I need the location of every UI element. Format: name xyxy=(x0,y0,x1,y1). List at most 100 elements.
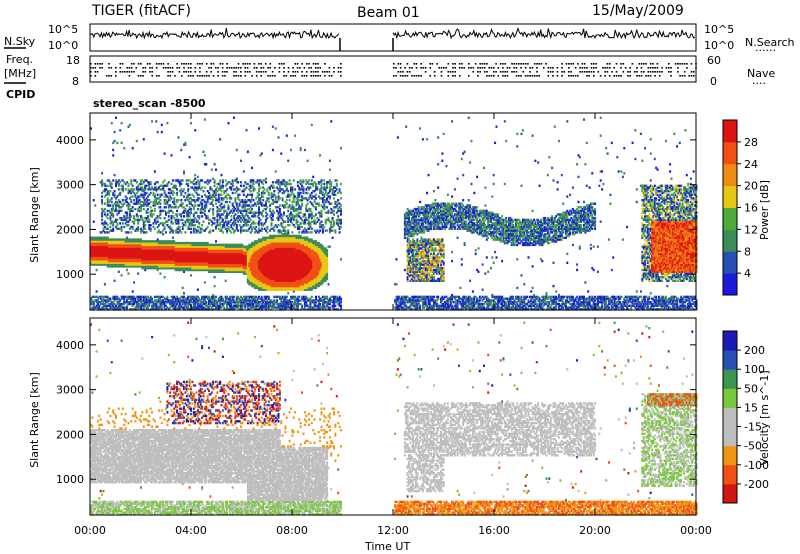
freq-dot xyxy=(693,75,695,77)
freq-dot xyxy=(163,67,165,69)
freq-dot xyxy=(416,75,418,77)
freq-dot xyxy=(308,63,310,65)
freq-dot xyxy=(493,67,495,69)
freq-dot xyxy=(473,67,475,69)
power-data xyxy=(90,117,697,311)
freq-dot xyxy=(627,71,629,73)
freq-dot xyxy=(99,63,101,65)
freq-dot xyxy=(320,67,322,69)
freq-dot xyxy=(310,75,312,77)
freq-dot xyxy=(420,67,422,69)
freq-dot xyxy=(684,63,686,65)
freq-dot xyxy=(657,67,659,69)
freq-dot xyxy=(206,75,208,77)
freq-dot xyxy=(448,71,450,73)
freq-dot xyxy=(586,75,588,77)
freq-dot xyxy=(317,71,319,73)
freq-dot xyxy=(482,63,484,65)
freq-dot xyxy=(283,75,285,77)
freq-dot xyxy=(579,71,581,73)
freq-dot xyxy=(534,63,536,65)
freq-dot xyxy=(523,71,525,73)
freq-dot xyxy=(315,63,317,65)
freq-dot xyxy=(468,75,470,77)
freq-dot xyxy=(183,63,185,65)
range-cell xyxy=(112,179,114,181)
freq-dot xyxy=(636,75,638,77)
freq-dot xyxy=(283,63,285,65)
freq-dot xyxy=(95,63,97,65)
freq-dot xyxy=(557,67,559,69)
freq-dot xyxy=(400,75,402,77)
freq-dot xyxy=(129,67,131,69)
range-cell xyxy=(93,199,95,201)
freq-dot xyxy=(317,63,319,65)
freq-dot xyxy=(122,63,124,65)
freq-dot xyxy=(292,71,294,73)
range-cell xyxy=(109,226,111,228)
range-cell xyxy=(114,140,116,142)
freq-dot xyxy=(591,63,593,65)
freq-dot xyxy=(190,71,192,73)
freq-dot xyxy=(197,63,199,65)
freq-dot xyxy=(393,67,395,69)
range-cell xyxy=(111,186,113,188)
freq-dot xyxy=(529,75,531,77)
freq-dot xyxy=(598,71,600,73)
freq-dot xyxy=(659,75,661,77)
freq-dot xyxy=(265,63,267,65)
freq-dot xyxy=(283,71,285,73)
freq-dot xyxy=(425,71,427,73)
freq-dot xyxy=(317,75,319,77)
freq-dot xyxy=(279,71,281,73)
freq-dot xyxy=(641,75,643,77)
freq-dot xyxy=(418,75,420,77)
freq-dot xyxy=(108,67,110,69)
freq-dot xyxy=(645,75,647,77)
freq-dot xyxy=(675,63,677,65)
freq-dot xyxy=(297,63,299,65)
freq-dot xyxy=(329,75,331,77)
freq-dot xyxy=(532,67,534,69)
freq-dot xyxy=(170,67,172,69)
freq-dot xyxy=(235,67,237,69)
freq-dot xyxy=(645,63,647,65)
freq-dot xyxy=(468,67,470,69)
freq-dot xyxy=(691,75,693,77)
freq-dot xyxy=(477,67,479,69)
freq-dot xyxy=(315,67,317,69)
freq-dot xyxy=(256,75,258,77)
freq-dot xyxy=(338,71,340,73)
freq-dot xyxy=(156,67,158,69)
freq-dot xyxy=(416,63,418,65)
freq-dot xyxy=(593,71,595,73)
freq-dot xyxy=(213,75,215,77)
freq-dot xyxy=(588,71,590,73)
noise-line xyxy=(90,28,695,38)
freq-dot xyxy=(686,67,688,69)
freq-dot xyxy=(643,71,645,73)
freq-dot xyxy=(661,67,663,69)
freq-dot xyxy=(504,71,506,73)
freq-dot xyxy=(281,63,283,65)
freq-dot xyxy=(149,71,151,73)
freq-dot xyxy=(324,75,326,77)
freq-dot xyxy=(106,75,108,77)
freq-dot xyxy=(242,63,244,65)
freq-dot xyxy=(251,75,253,77)
freq-dot xyxy=(561,71,563,73)
range-cell xyxy=(107,228,109,230)
freq-dot xyxy=(297,71,299,73)
figure-title: TIGER (fitACF) xyxy=(91,3,191,19)
freq-panel-frame xyxy=(90,56,696,82)
freq-dot xyxy=(400,71,402,73)
freq-dot xyxy=(256,71,258,73)
freq-dot xyxy=(527,63,529,65)
freq-dot xyxy=(529,71,531,73)
freq-dot xyxy=(520,67,522,69)
freq-dot xyxy=(420,75,422,77)
freq-dot xyxy=(156,63,158,65)
freq-dot xyxy=(693,71,695,73)
freq-dot xyxy=(172,67,174,69)
freq-dot xyxy=(317,67,319,69)
